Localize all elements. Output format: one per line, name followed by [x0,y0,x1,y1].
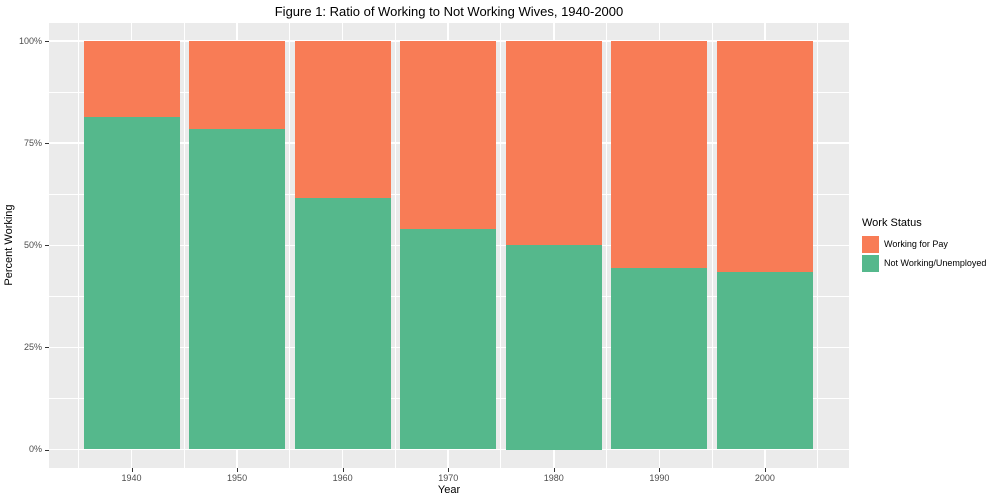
bar-segment-1970-working-for-pay [400,41,497,229]
x-tick-mark [342,468,344,472]
plot-panel [49,23,849,468]
y-tick-label: 75% [23,137,42,148]
legend-swatch [862,254,879,272]
x-tick-mark [764,468,766,472]
gridline-minor-vertical [711,23,713,468]
chart-title: Figure 1: Ratio of Working to Not Workin… [274,4,624,19]
gridline-minor-vertical [817,23,819,468]
bar-segment-1960-not-working-unemployed [294,198,391,450]
bar-segment-1940-working-for-pay [83,41,180,117]
bar-segment-1950-working-for-pay [189,41,286,129]
bar-segment-1940-not-working-unemployed [83,116,180,450]
x-tick-mark [659,468,661,472]
legend-label: Not Working/Unemployed [884,258,987,268]
bar-segment-1990-not-working-unemployed [611,267,708,450]
legend-title: Work Status [862,217,922,229]
gridline-minor-vertical [289,23,291,468]
bar-segment-1980-working-for-pay [505,41,602,246]
legend-item: Not Working/Unemployed [862,254,986,272]
legend: Work Status Working for Pay Not Working/U… [862,217,986,273]
legend-label: Working for Pay [884,239,948,249]
bar-segment-1960-working-for-pay [294,41,391,199]
y-tick-mark [45,143,49,145]
x-tick-mark [131,468,133,472]
bar-segment-1990-working-for-pay [611,41,708,268]
x-tick-label: 1950 [227,473,248,483]
bar-segment-1950-not-working-unemployed [189,128,286,450]
bar-segment-1980-not-working-unemployed [505,245,602,450]
x-axis-title: Year [437,484,461,496]
gridline-major-horizontal [49,448,849,451]
gridline-minor-vertical [394,23,396,468]
y-tick-label: 50% [23,239,42,250]
legend-swatch [862,235,879,253]
bar-segment-1970-not-working-unemployed [400,228,497,450]
x-tick-label: 1970 [438,473,459,483]
gridline-minor-vertical [500,23,502,468]
gridline-minor-vertical [606,23,608,468]
x-tick-mark [448,468,450,472]
legend-items: Working for Pay Not Working/Unemployed [862,235,986,272]
x-tick-label: 1990 [649,473,670,483]
x-tick-label: 1940 [121,473,142,483]
legend-item: Working for Pay [862,235,986,253]
y-tick-mark [45,347,49,349]
y-tick-label: 0% [28,444,42,454]
gridline-minor-vertical [78,23,80,468]
x-tick-mark [237,468,239,472]
bar-segment-2000-not-working-unemployed [716,271,813,450]
x-tick-label: 2000 [754,473,775,483]
gridline-minor-vertical [183,23,185,468]
y-tick-mark [45,449,49,451]
x-tick-label: 1980 [543,473,564,483]
x-tick-label: 1960 [332,473,353,483]
y-tick-mark [45,41,49,42]
x-tick-mark [553,468,555,472]
y-tick-label: 25% [23,341,42,352]
y-tick-mark [45,245,49,247]
y-tick-label: 100% [18,35,42,46]
bar-segment-2000-working-for-pay [716,41,813,272]
